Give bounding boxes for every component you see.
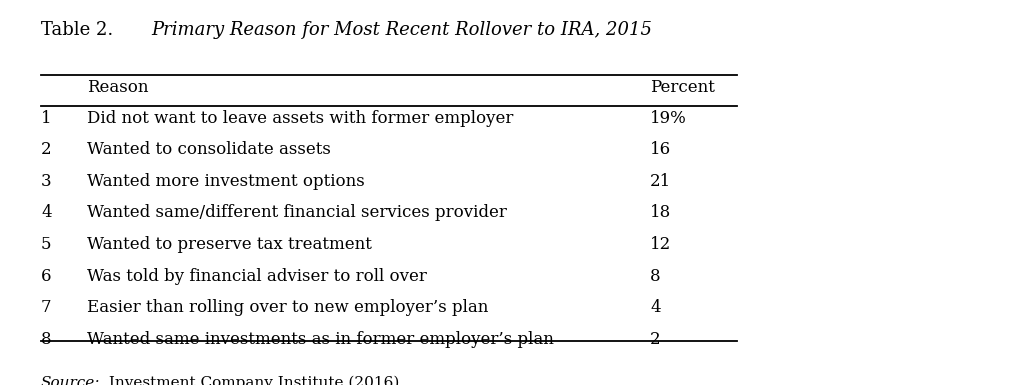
Text: Percent: Percent bbox=[650, 79, 715, 96]
Text: 3: 3 bbox=[41, 173, 51, 190]
Text: 5: 5 bbox=[41, 236, 51, 253]
Text: 2: 2 bbox=[650, 331, 660, 348]
Text: 8: 8 bbox=[41, 331, 51, 348]
Text: 16: 16 bbox=[650, 141, 672, 158]
Text: 7: 7 bbox=[41, 299, 51, 316]
Text: Table 2.: Table 2. bbox=[41, 21, 119, 39]
Text: Wanted to consolidate assets: Wanted to consolidate assets bbox=[87, 141, 331, 158]
Text: Investment Company Institute (2016).: Investment Company Institute (2016). bbox=[104, 376, 404, 385]
Text: 12: 12 bbox=[650, 236, 672, 253]
Text: Wanted same investments as in former employer’s plan: Wanted same investments as in former emp… bbox=[87, 331, 554, 348]
Text: 19%: 19% bbox=[650, 110, 687, 127]
Text: Wanted to preserve tax treatment: Wanted to preserve tax treatment bbox=[87, 236, 372, 253]
Text: Wanted same/different financial services provider: Wanted same/different financial services… bbox=[87, 204, 507, 221]
Text: 4: 4 bbox=[650, 299, 660, 316]
Text: 6: 6 bbox=[41, 268, 51, 285]
Text: Easier than rolling over to new employer’s plan: Easier than rolling over to new employer… bbox=[87, 299, 488, 316]
Text: Source:: Source: bbox=[41, 376, 100, 385]
Text: Did not want to leave assets with former employer: Did not want to leave assets with former… bbox=[87, 110, 513, 127]
Text: 1: 1 bbox=[41, 110, 51, 127]
Text: 18: 18 bbox=[650, 204, 672, 221]
Text: 21: 21 bbox=[650, 173, 672, 190]
Text: Primary Reason for Most Recent Rollover to IRA, 2015: Primary Reason for Most Recent Rollover … bbox=[152, 21, 652, 39]
Text: 8: 8 bbox=[650, 268, 660, 285]
Text: 4: 4 bbox=[41, 204, 51, 221]
Text: Wanted more investment options: Wanted more investment options bbox=[87, 173, 365, 190]
Text: Was told by financial adviser to roll over: Was told by financial adviser to roll ov… bbox=[87, 268, 427, 285]
Text: 2: 2 bbox=[41, 141, 51, 158]
Text: Reason: Reason bbox=[87, 79, 148, 96]
